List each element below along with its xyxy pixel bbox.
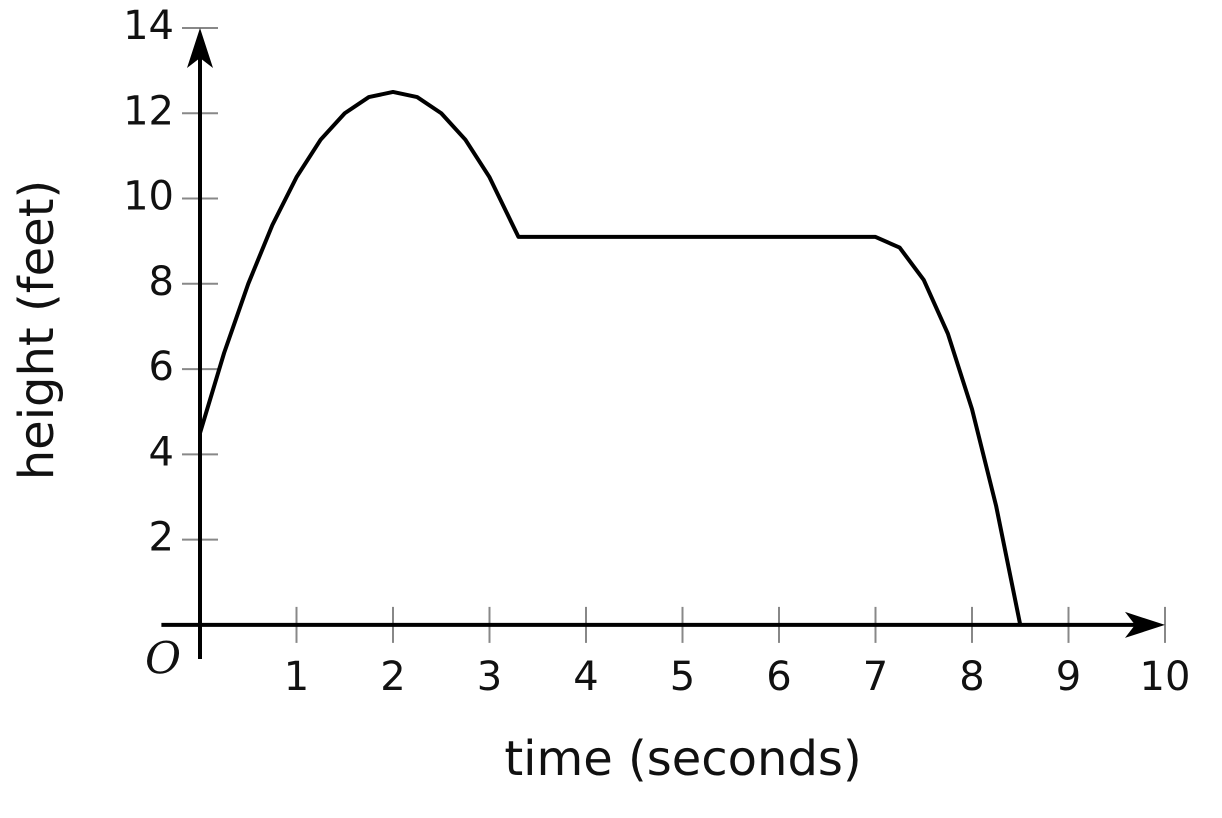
x-tick-label: 1 [284, 654, 309, 700]
x-tick-label: 6 [766, 654, 791, 700]
y-tick-label: 8 [149, 259, 174, 305]
x-tick-label: 3 [477, 654, 502, 700]
y-tick-label: 14 [123, 3, 174, 49]
y-axis-label: height (feet) [9, 180, 65, 481]
y-tick-label: 10 [123, 174, 174, 220]
x-axis-label: time (seconds) [504, 731, 861, 787]
y-tick-label: 6 [149, 344, 174, 390]
x-arrow [1125, 611, 1165, 638]
x-tick-label: 9 [1056, 654, 1081, 700]
y-arrow [187, 28, 213, 68]
data-line [198, 89, 1023, 626]
x-tick-label: 5 [670, 654, 695, 700]
x-tick-label: 8 [959, 654, 984, 700]
y-tick-label: 2 [149, 515, 174, 561]
x-tick-label: 2 [380, 654, 405, 700]
x-tick-label: 4 [573, 654, 598, 700]
x-tick-label: 10 [1140, 654, 1191, 700]
y-tick-label: 12 [123, 88, 174, 134]
y-tick-label: 4 [149, 429, 174, 475]
origin-label: O [145, 634, 181, 685]
x-tick-label: 7 [863, 654, 888, 700]
